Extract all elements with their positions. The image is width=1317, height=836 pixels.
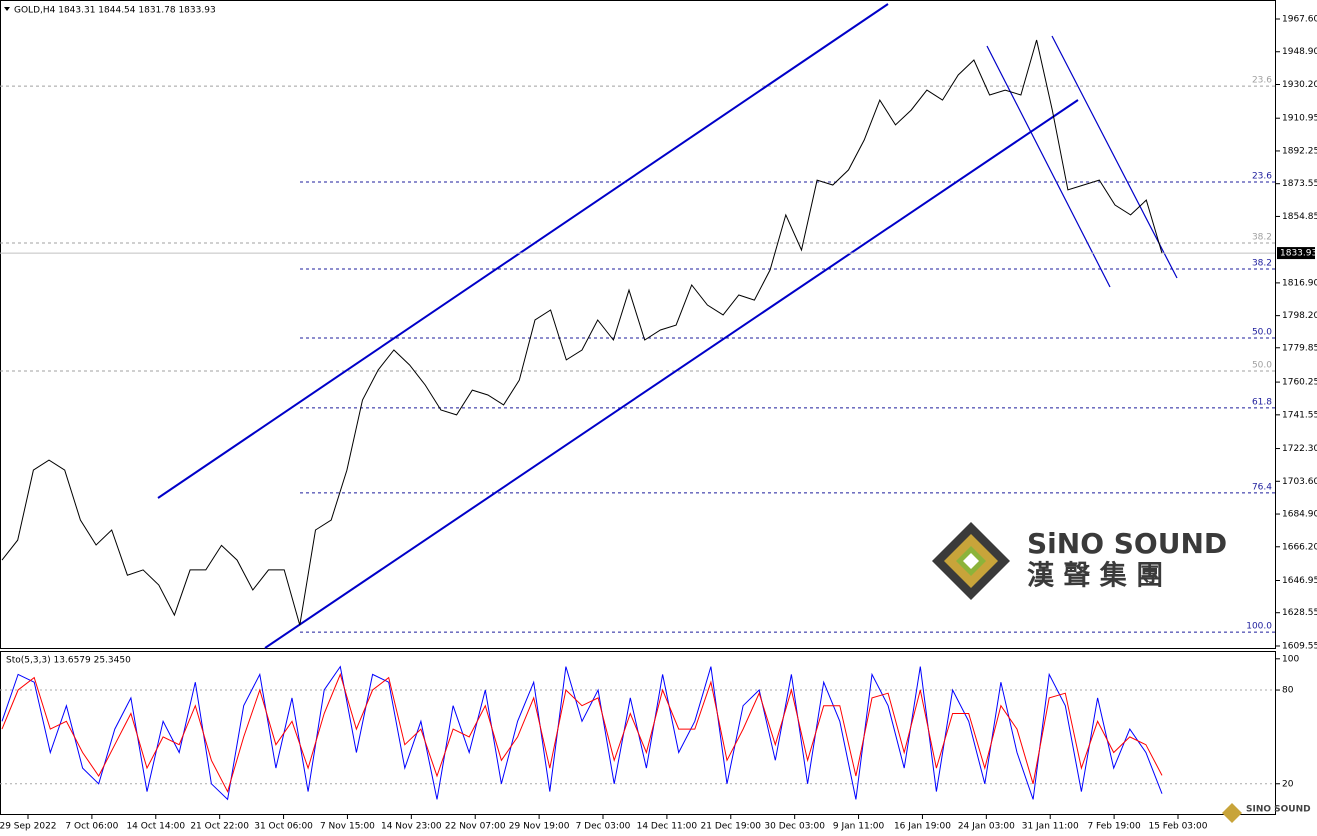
x-tick-label: 22 Nov 07:00 [445,822,506,832]
trendlines [157,3,1178,649]
channel-upper [157,3,889,499]
indicator-frame [0,651,1276,815]
y-tick-label: 1948.90 [1282,47,1317,57]
small-brand: SINO SOUND [1246,805,1311,815]
y-tick-label: 1666.20 [1282,542,1317,552]
x-tick-label: 21 Oct 22:00 [190,822,249,832]
y-tick-label: 1892.25 [1282,146,1317,156]
y-tick-label: 1873.55 [1282,179,1317,189]
x-tick-label: 24 Jan 03:00 [958,822,1015,832]
title-arrow [4,7,10,11]
x-tick-label: 31 Oct 06:00 [254,822,313,832]
x-tick-label: 15 Feb 03:00 [1148,822,1207,832]
x-tick-label: 7 Feb 19:00 [1087,822,1141,832]
channel-lower [264,99,1079,649]
down-channel-upper [1051,35,1178,279]
y-tick-label: 1741.55 [1282,410,1317,420]
fib-label: 23.6 [1252,76,1272,86]
y-tick-label: 1854.85 [1282,212,1317,222]
series-line [1,672,1163,793]
y-tick-label: 1910.95 [1282,114,1317,124]
fib-label: 50.0 [1252,328,1272,338]
main-frame [0,0,1276,649]
x-tick-label: 7 Oct 06:00 [65,822,118,832]
fib-label: 61.8 [1252,397,1272,407]
fib-label: 76.4 [1252,482,1272,492]
x-tick-label: 29 Sep 2022 [0,822,57,832]
y-tick-label: 1779.85 [1282,343,1317,353]
x-tick-label: 14 Dec 11:00 [637,822,698,832]
fib-label: 38.2 [1252,259,1272,269]
down-channel-lower [986,45,1111,288]
fib-label: 100.0 [1246,622,1272,632]
y-tick-label: 1760.25 [1282,378,1317,388]
x-tick-label: 16 Jan 19:00 [894,822,951,832]
fib-label: 23.6 [1252,172,1272,182]
y-tick-label: 1628.55 [1282,608,1317,618]
y-tick-label: 1703.60 [1282,477,1317,487]
small-logo [1222,803,1242,823]
indicator-title: Sto(5,3,3) 13.6579 25.3450 [6,656,131,666]
watermark-chinese: 漢 聲 集 團 [1027,560,1163,592]
logo-diamond-center [963,553,979,569]
y-tick-label: 1646.95 [1282,576,1317,586]
x-tick-label: 14 Nov 23:00 [381,822,442,832]
series-line [1,39,1163,626]
y-tick-label: 1967.60 [1282,14,1317,24]
y-tick-label: 1816.90 [1282,278,1317,288]
y-tick-label: 1684.90 [1282,510,1317,520]
watermark-brand: SiNO SOUND [1027,527,1227,560]
last-price-label: 1833.93 [1280,249,1317,259]
y-tick-label: 1798.20 [1282,311,1317,321]
x-tick-label: 30 Dec 03:00 [764,822,825,832]
fib-label: 50.0 [1252,360,1272,370]
x-tick-label: 29 Nov 19:00 [509,822,570,832]
x-tick-label: 14 Oct 14:00 [126,822,185,832]
last-price-box [1277,247,1315,260]
chart-title: GOLD,H4 1843.31 1844.54 1831.78 1833.93 [14,6,216,16]
y-tick-label: 80 [1282,686,1294,696]
x-tick-label: 7 Nov 15:00 [320,822,375,832]
y-tick-label: 1930.20 [1282,80,1317,90]
x-tick-label: 31 Jan 11:00 [1022,822,1079,832]
x-tick-label: 9 Jan 11:00 [833,822,885,832]
x-tick-label: 21 Dec 19:00 [701,822,762,832]
y-tick-label: 100 [1282,654,1299,664]
x-tick-label: 7 Dec 03:00 [576,822,631,832]
y-tick-label: 1722.30 [1282,444,1317,454]
y-tick-label: 1609.55 [1282,641,1317,651]
y-tick-label: 20 [1282,779,1294,789]
watermark-logo [932,522,1010,600]
fib-label: 38.2 [1252,232,1272,242]
series-line [1,665,1163,801]
